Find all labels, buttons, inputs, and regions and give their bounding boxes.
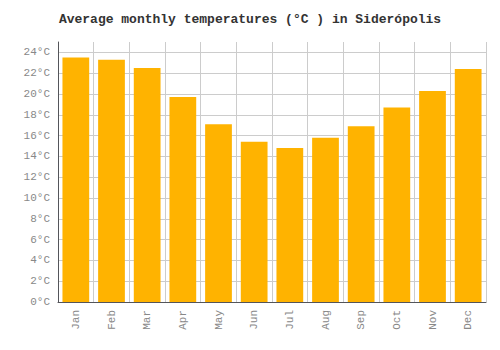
svg-text:Apr: Apr (177, 310, 189, 330)
svg-text:Average monthly temperatures (: Average monthly temperatures (°C ) in Si… (59, 12, 441, 27)
svg-text:8°C: 8°C (30, 213, 50, 225)
svg-text:0°C: 0°C (30, 296, 50, 308)
svg-text:24°C: 24°C (24, 46, 51, 58)
svg-text:2°C: 2°C (30, 275, 50, 287)
svg-text:Mar: Mar (141, 310, 153, 330)
svg-text:Sep: Sep (355, 310, 367, 330)
svg-text:20°C: 20°C (24, 88, 51, 100)
svg-text:14°C: 14°C (24, 150, 51, 162)
svg-text:12°C: 12°C (24, 171, 51, 183)
svg-text:4°C: 4°C (30, 254, 50, 266)
svg-text:Jun: Jun (248, 310, 260, 330)
svg-text:Jul: Jul (284, 310, 296, 330)
svg-text:Oct: Oct (391, 310, 403, 330)
svg-text:6°C: 6°C (30, 234, 50, 246)
svg-text:May: May (213, 310, 225, 330)
svg-text:Nov: Nov (427, 310, 439, 330)
svg-text:Aug: Aug (320, 310, 332, 330)
svg-text:16°C: 16°C (24, 130, 51, 142)
svg-text:Dec: Dec (462, 310, 474, 330)
svg-text:Jan: Jan (70, 310, 82, 330)
svg-text:10°C: 10°C (24, 192, 51, 204)
svg-text:22°C: 22°C (24, 67, 51, 79)
svg-text:18°C: 18°C (24, 109, 51, 121)
svg-text:Feb: Feb (106, 310, 118, 330)
